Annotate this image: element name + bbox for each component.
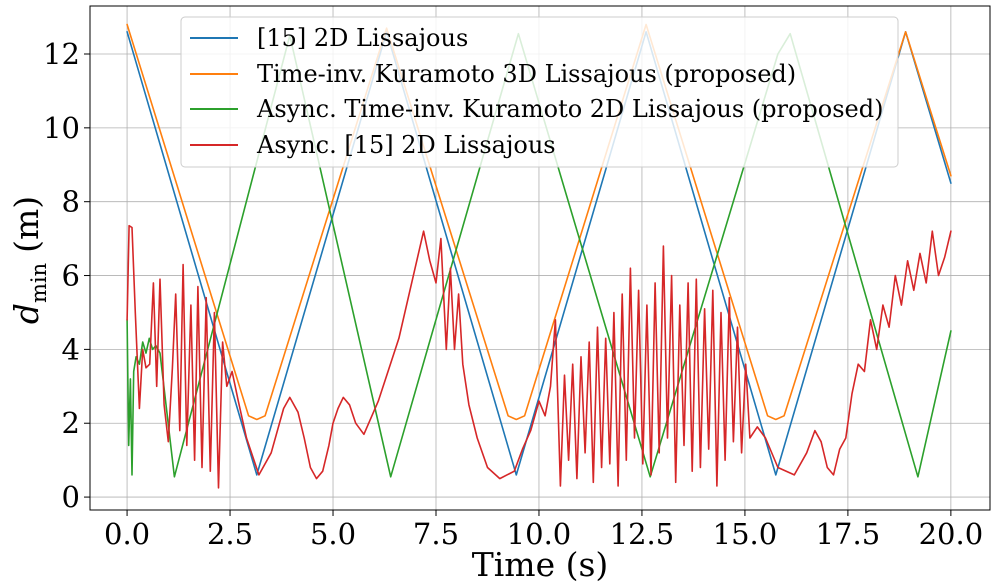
x-tick-label: 12.5 [610,517,675,551]
y-axis-label-unit: (m) [7,196,46,253]
y-axis-label-symbol: d [7,303,46,324]
series-line-3 [126,224,952,489]
x-tick-label: 20.0 [919,517,984,551]
x-tick-label: 10.0 [507,517,572,551]
series-line-1 [126,23,952,421]
y-axis-label: dmin (m) [7,196,51,324]
legend-entry-1: Time-inv. Kuramoto 3D Lissajous (propose… [257,60,796,88]
x-tick-label: 17.5 [816,517,881,551]
legend: [15] 2D Lissajous Time-inv. Kuramoto 3D … [180,16,899,168]
x-axis-label: Time (s) [472,545,609,584]
legend-entry-0: [15] 2D Lissajous [257,24,468,52]
legend-entry-2: Async. Time-inv. Kuramoto 2D Lissajous (… [256,95,883,123]
x-tick-label: 2.5 [207,517,253,551]
plot-area-frame [89,5,991,511]
axis-ticks: 0.0 2.5 5.0 7.5 10.0 12.5 15.0 17.5 20.0 0 2 4 6 8 10 1… [43,37,983,551]
y-tick-label: 4 [62,332,80,366]
y-tick-label: 12 [43,37,80,71]
x-tick-label: 7.5 [413,517,459,551]
y-tick-label: 6 [62,259,80,293]
x-tick-label: 5.0 [310,517,356,551]
y-tick-label: 2 [62,406,80,440]
y-tick-label: 0 [62,480,80,514]
legend-frame [180,16,899,168]
y-axis-label-subscript: min [27,263,51,303]
y-tick-label: 8 [62,185,80,219]
x-tick-label: 15.0 [713,517,778,551]
x-tick-label: 0.0 [104,517,150,551]
legend-entry-3: Async. [15] 2D Lissajous [256,131,556,159]
y-tick-label: 10 [43,111,80,145]
series-line-2 [126,32,952,478]
